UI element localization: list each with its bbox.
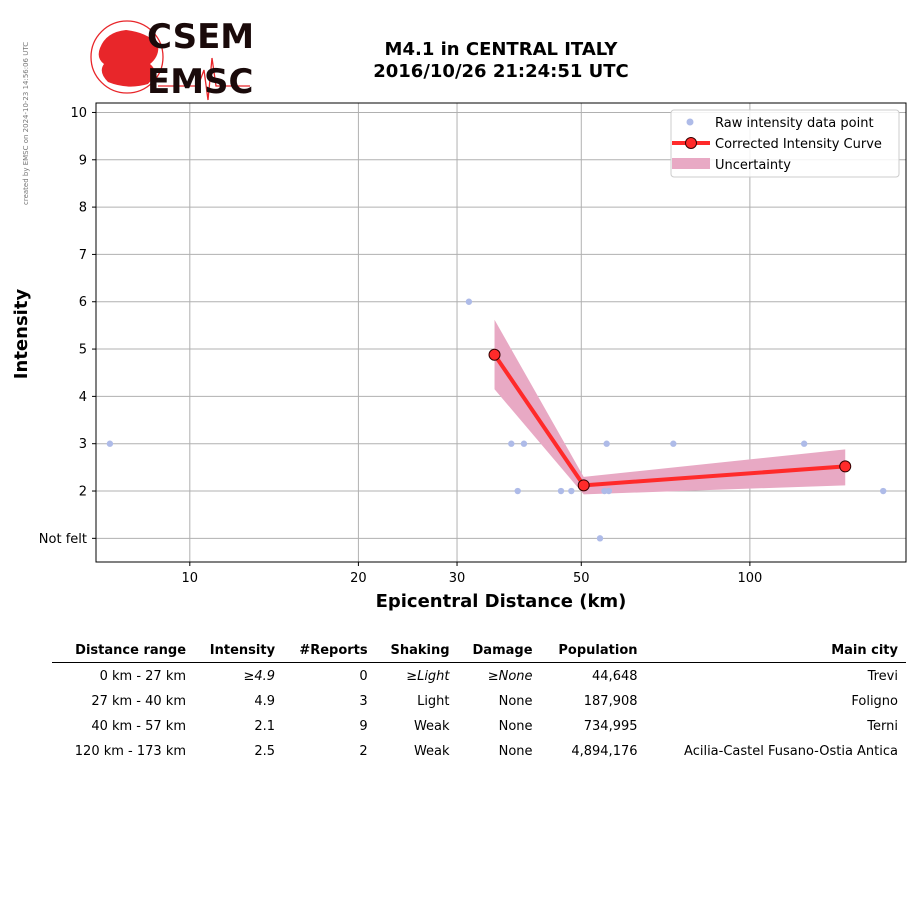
y-tick-label: 5	[79, 343, 87, 358]
raw-data-point	[514, 487, 521, 495]
chart-title: M4.1 in CENTRAL ITALY	[385, 39, 619, 60]
cell-damage: None	[498, 693, 533, 709]
col-header-reports: #Reports	[283, 640, 376, 663]
cell-population: 734,995	[583, 718, 638, 734]
raw-data-point	[880, 487, 887, 495]
y-tick-label: 6	[79, 295, 87, 310]
cell-damage: None	[498, 743, 533, 759]
raw-data-point	[603, 440, 610, 447]
col-header-population: Population	[540, 640, 646, 663]
cell-reports: 2	[359, 743, 368, 759]
table-row: 120 km - 173 km 2.5 2 Weak None 4,894,176 Acil…	[52, 738, 906, 763]
cell-reports: 9	[359, 718, 368, 734]
legend-swatch-curve-marker	[685, 137, 697, 149]
table-row: 0 km - 27 km ≥4.9 0 ≥Light ≥None 44,648 Trevi	[52, 663, 906, 689]
raw-data-point	[520, 440, 528, 447]
cell-intensity: ≥4.9	[243, 668, 276, 684]
chart-subtitle: 2016/10/26 21:24:51 UTC	[373, 61, 629, 82]
cell-reports: 3	[359, 693, 368, 709]
cell-intensity: 2.1	[254, 718, 276, 734]
cell-reports: 0	[359, 668, 368, 684]
y-tick-label: 8	[79, 201, 87, 216]
curve-point	[577, 479, 590, 492]
cell-distance-range: 0 km - 27 km	[99, 668, 187, 684]
table-header-row: Distance range Intensity #Reports Shaking Da…	[52, 640, 906, 663]
curve-point	[488, 348, 501, 361]
legend-swatch-uncertainty	[672, 158, 710, 169]
y-axis-label: Intensity	[11, 289, 32, 380]
y-tick-label: 9	[79, 153, 87, 168]
axis-ticks: 10 20 30 50 100 Not felt 2 3 4 5 6 7 8 9 10	[39, 106, 762, 586]
raw-points	[106, 298, 887, 542]
cell-shaking: Weak	[413, 718, 450, 734]
cell-shaking: Weak	[413, 743, 450, 759]
col-header-distance-range: Distance range	[52, 640, 195, 663]
cell-damage: ≥None	[487, 668, 533, 684]
legend-label-raw: Raw intensity data point	[715, 116, 874, 131]
plot-frame	[95, 102, 907, 563]
cell-main-city: Acilia-Castel Fusano-Ostia Antica	[684, 743, 898, 759]
col-header-damage: Damage	[457, 640, 541, 663]
raw-data-point	[605, 487, 613, 495]
cell-damage: None	[498, 718, 533, 734]
raw-data-point	[465, 298, 473, 305]
intensity-curve	[488, 348, 852, 492]
raw-data-point	[557, 487, 565, 495]
legend: Raw intensity data point Corrected Inten…	[670, 109, 900, 178]
cell-intensity: 2.5	[254, 743, 276, 759]
col-header-intensity: Intensity	[194, 640, 284, 663]
cell-intensity: 4.9	[254, 693, 276, 709]
raw-data-point	[508, 440, 515, 447]
x-axis-label: Epicentral Distance (km)	[376, 591, 627, 612]
y-tick-label: 3	[79, 437, 87, 452]
cell-main-city: Terni	[867, 718, 898, 734]
raw-data-point	[670, 440, 677, 447]
raw-data-point	[596, 535, 604, 542]
logo-text-emsc: EMSC	[147, 62, 254, 102]
cell-main-city: Trevi	[867, 668, 898, 684]
legend-label-curve: Corrected Intensity Curve	[715, 137, 882, 152]
col-header-shaking: Shaking	[375, 640, 458, 663]
cell-shaking: Light	[417, 693, 450, 709]
logo: CSEM EMSC	[90, 17, 254, 102]
cell-distance-range: 27 km - 40 km	[91, 693, 187, 709]
logo-seismogram-icon	[158, 57, 250, 101]
x-tick-label: 10	[182, 571, 199, 586]
y-tick-label: 7	[79, 248, 87, 263]
x-tick-label: 100	[737, 571, 762, 586]
x-tick-label: 20	[350, 571, 367, 586]
legend-label-uncertainty: Uncertainty	[715, 158, 791, 173]
x-tick-label: 50	[573, 571, 590, 586]
legend-box	[670, 109, 900, 178]
raw-data-point	[800, 440, 808, 447]
cell-distance-range: 40 km - 57 km	[91, 718, 187, 734]
y-tick-label: Not felt	[39, 532, 87, 547]
grid	[96, 103, 906, 562]
legend-swatch-raw	[686, 118, 694, 126]
uncertainty-band	[494, 319, 846, 495]
x-tick-label: 30	[449, 571, 466, 586]
intensity-chart: CSEM EMSC M4.1 in CENTRAL ITALY 2016/10/…	[11, 17, 907, 612]
cell-population: 4,894,176	[571, 743, 638, 759]
raw-data-point	[568, 487, 575, 495]
y-tick-label: 2	[79, 485, 87, 500]
logo-text-csem: CSEM	[147, 17, 254, 57]
curve-point	[839, 460, 852, 473]
table-row: 40 km - 57 km 2.1 9 Weak None 734,995 Terni	[52, 713, 906, 738]
y-tick-label: 10	[70, 106, 87, 121]
cell-distance-range: 120 km - 173 km	[74, 743, 187, 759]
cell-population: 187,908	[583, 693, 638, 709]
table-row: 27 km - 40 km 4.9 3 Light None 187,908 Foligno	[52, 688, 906, 713]
cell-main-city: Foligno	[851, 693, 898, 709]
raw-data-point	[106, 440, 114, 447]
uncertainty-area	[494, 319, 846, 495]
cell-population: 44,648	[592, 668, 638, 684]
y-tick-label: 4	[79, 390, 87, 405]
summary-table: Distance range Intensity #Reports Shaking Da…	[52, 640, 906, 763]
cell-shaking: ≥Light	[406, 668, 450, 684]
col-header-main-city: Main city	[645, 640, 906, 663]
raw-data-point	[601, 487, 608, 495]
table-body: 0 km - 27 km ≥4.9 0 ≥Light ≥None 44,648 Trevi 2…	[52, 663, 906, 764]
logo-europe-icon	[98, 30, 159, 87]
